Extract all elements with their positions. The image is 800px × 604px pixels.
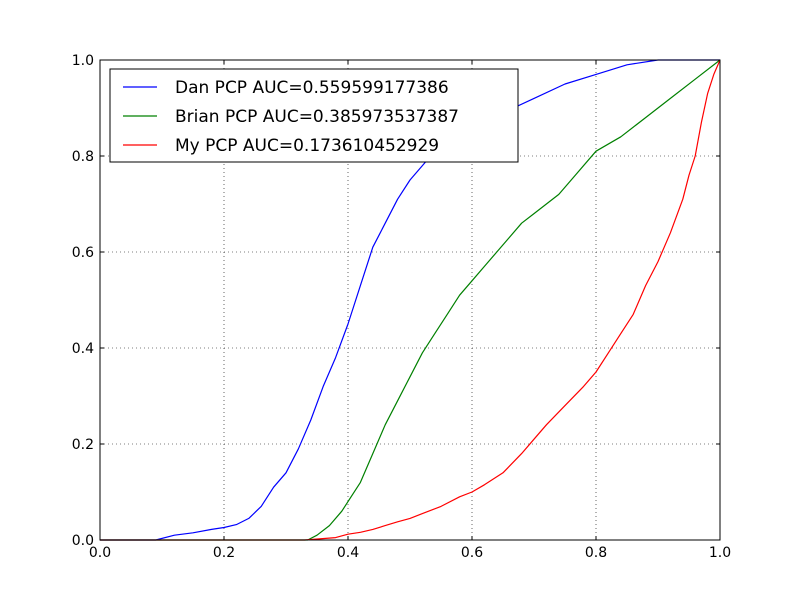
series-lines bbox=[100, 59, 721, 541]
series-line-0 bbox=[100, 59, 720, 541]
y-tick-label: 0.2 bbox=[72, 437, 94, 453]
x-tick-label: 0.8 bbox=[585, 545, 607, 561]
y-tick-label: 0.4 bbox=[72, 341, 94, 357]
legend-label: Dan PCP AUC=0.559599177386 bbox=[175, 78, 449, 98]
x-tick-label: 0.6 bbox=[461, 545, 483, 561]
legend-label: My PCP AUC=0.173610452929 bbox=[175, 136, 439, 156]
y-tick-labels: 0.0 0.2 0.4 0.6 0.8 1.0 bbox=[72, 53, 94, 549]
series-line-2 bbox=[100, 59, 721, 541]
series-line-1 bbox=[100, 59, 721, 541]
x-tick-label: 0.0 bbox=[89, 545, 111, 561]
y-tick-label: 0.8 bbox=[72, 149, 94, 165]
legend-label: Brian PCP AUC=0.385973537387 bbox=[175, 107, 459, 127]
y-tick-label: 0.6 bbox=[72, 245, 94, 261]
x-tick-label: 1.0 bbox=[709, 545, 731, 561]
legend: Dan PCP AUC=0.559599177386 Brian PCP AUC=… bbox=[109, 68, 519, 163]
legend-box bbox=[109, 68, 519, 163]
y-tick-label: 1.0 bbox=[72, 53, 94, 69]
plot-frame bbox=[99, 59, 721, 541]
y-tick-label: 0.0 bbox=[72, 533, 94, 549]
x-tick-labels: 0.0 0.2 0.4 0.6 0.8 1.0 bbox=[89, 545, 731, 561]
x-tick-label: 0.2 bbox=[213, 545, 235, 561]
x-tick-label: 0.4 bbox=[337, 545, 359, 561]
axis-ticks bbox=[99, 59, 721, 541]
